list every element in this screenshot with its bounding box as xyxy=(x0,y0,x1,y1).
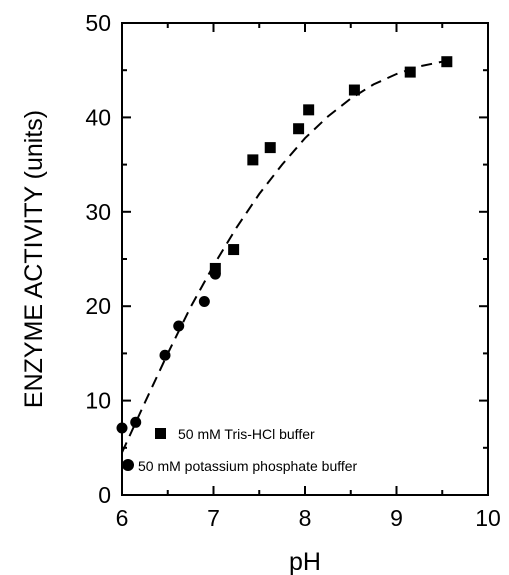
x-tick-label: 10 xyxy=(475,505,501,531)
plot-frame xyxy=(121,22,489,496)
legend-circle-marker xyxy=(122,459,134,471)
data-point-square xyxy=(441,56,453,68)
y-tick-label: 40 xyxy=(85,104,111,130)
data-point-circle xyxy=(173,320,185,332)
x-tick-label: 7 xyxy=(207,505,220,531)
legend-square-marker xyxy=(155,428,166,439)
data-point-circle xyxy=(130,416,142,428)
data-point-square xyxy=(303,104,315,116)
x-tick-label: 9 xyxy=(390,505,403,531)
y-tick-label: 20 xyxy=(85,293,111,319)
x-tick-label: 6 xyxy=(116,505,129,531)
y-tick-label: 50 xyxy=(85,10,111,36)
legend-label-tris: 50 mM Tris-HCl buffer xyxy=(178,426,315,442)
data-point-circle xyxy=(209,268,221,280)
y-tick-label: 30 xyxy=(85,199,111,225)
data-point-square xyxy=(293,123,305,135)
legend-label-phosphate: 50 mM potassium phosphate buffer xyxy=(138,458,358,474)
x-tick-label: 8 xyxy=(299,505,312,531)
data-point-square xyxy=(247,154,259,166)
data-point-square xyxy=(209,262,221,274)
data-point-circle xyxy=(116,422,128,434)
data-point-circle xyxy=(159,349,171,361)
data-point-circle xyxy=(198,295,210,307)
axis-ticks xyxy=(121,22,489,496)
y-tick-label: 10 xyxy=(85,388,111,414)
data-point-square xyxy=(228,244,240,256)
data-point-square xyxy=(404,66,416,78)
data-point-square xyxy=(264,142,276,154)
legend: 50 mM Tris-HCl buffer 50 mM potassium ph… xyxy=(122,426,358,474)
y-tick-label: 0 xyxy=(98,482,111,508)
x-axis-title: pH xyxy=(289,548,321,575)
tick-labels: 6 7 8 9 10 0 10 20 30 40 50 xyxy=(85,10,500,531)
data-points xyxy=(116,56,453,434)
data-point-square xyxy=(348,84,360,96)
y-axis-title: ENZYME ACTIVITY (units) xyxy=(20,110,48,408)
fit-curve-line xyxy=(121,59,452,453)
